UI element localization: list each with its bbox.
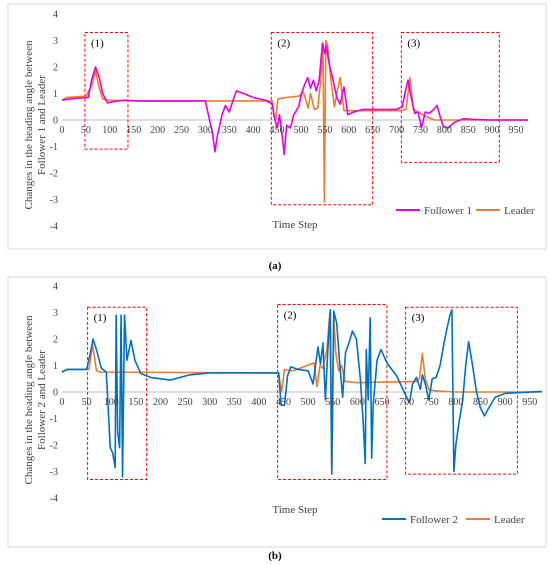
panel-b-xlabel: Time Step [272, 504, 318, 516]
panel-a-xlabel: Time Step [272, 219, 318, 231]
panel-a-region-label-2: (2) [277, 38, 290, 50]
panel-a-xtick-label: 700 [389, 125, 404, 136]
panel-b-ytick-label: 4 [53, 282, 58, 293]
panel-b-xtick-label: 500 [301, 397, 316, 408]
panel-b-frame [7, 276, 547, 548]
panel-a-xtick-label: 500 [293, 125, 308, 136]
panel-a-xtick-label: 350 [222, 125, 237, 136]
panel-a-region-box-3 [400, 32, 500, 163]
panel-a-ytick-label: -1 [50, 142, 58, 153]
panel-a-ytick-label: -2 [50, 169, 58, 180]
panel-b-ylabel-line2: Follower 2 and Leader [36, 350, 48, 450]
panel-a-legend: Follower 1 Leader [396, 205, 535, 217]
panel-b-ytick-label: 0 [53, 388, 58, 399]
panel-a-ytick-label: 4 [53, 10, 58, 21]
panel-a-xtick-label: 900 [485, 125, 500, 136]
panel-b-region-box-2 [277, 304, 388, 480]
panel-b-xtick-label: 0 [60, 397, 65, 408]
panel-b-region-label-1: (1) [94, 312, 107, 324]
panel-b-xtick-label: 400 [251, 397, 266, 408]
panel-b-xtick-label: 150 [128, 397, 143, 408]
panel-b-xtick-label: 250 [178, 397, 193, 408]
panel-b-xtick-label: 750 [424, 397, 439, 408]
panel-b-ytick-label: -4 [50, 494, 58, 505]
panel-b-ytick-label: -2 [50, 441, 58, 452]
panel-a-ytick-label: 3 [53, 36, 58, 47]
panel-a-xtick-label: 200 [150, 125, 165, 136]
panel-a-xtick-label: 250 [174, 125, 189, 136]
panel-a-ylabel-line1: Changes in the heading angle between [23, 40, 35, 209]
panel-a-xtick-label: 600 [341, 125, 356, 136]
panel-b-xtick-label: 100 [104, 397, 119, 408]
panel-a-caption: (a) [269, 260, 282, 272]
panel-a-region-label-1: (1) [91, 38, 104, 50]
panel-a-xtick-label: 450 [270, 125, 285, 136]
panel-a-xtick-label: 650 [365, 125, 380, 136]
panel-b-xtick-label: 300 [202, 397, 217, 408]
panel-b-xtick-label: 850 [473, 397, 488, 408]
panel-b-xtick-label: 550 [325, 397, 340, 408]
panel-b-region-box-3 [405, 306, 518, 475]
panel-b-series-follower-2 [61, 309, 543, 478]
panel-b-legend-follower2-label: Follower 2 [410, 514, 458, 526]
panel-b-xtick-label: 950 [522, 397, 537, 408]
panel-b-ytick-label: 2 [53, 335, 58, 346]
panel-b-region-box-1 [87, 306, 148, 480]
panel-a-xtick-label: 400 [246, 125, 261, 136]
panel-b-ytick-label: 1 [53, 361, 58, 372]
panel-a-xtick-label: 850 [461, 125, 476, 136]
panel-b-ytick-label: -1 [50, 414, 58, 425]
panel-a-ytick-label: 1 [53, 89, 58, 100]
panel-b-xtick-label: 900 [498, 397, 513, 408]
panel-b-ylabel-line1: Changes in the heading angle between [23, 315, 35, 484]
panel-b-region-label-3: (3) [412, 312, 425, 324]
panel-b-region-label-2: (2) [284, 310, 297, 322]
panel-a-region-box-2 [270, 32, 374, 206]
panel-a-region-box-1 [84, 32, 129, 150]
panel-a-legend-follower1-label: Follower 1 [424, 205, 472, 217]
panel-a-ytick-label: 2 [53, 63, 58, 74]
panel-b-xtick-label: 200 [153, 397, 168, 408]
panel-a-ytick-label: -4 [50, 222, 58, 233]
panel-a-ytick-label: 0 [53, 116, 58, 127]
panel-a-xtick-label: 550 [317, 125, 332, 136]
panel-a-series-follower-1 [61, 42, 528, 156]
panel-b-caption: (b) [268, 550, 282, 562]
panel-b-xtick-label: 450 [276, 397, 291, 408]
panel-b-xtick-label: 50 [82, 397, 92, 408]
panel-a-ytick-label: -3 [50, 195, 58, 206]
panel-b-legend: Follower 2 Leader [382, 514, 525, 526]
panel-a-xtick-label: 800 [437, 125, 452, 136]
panel-b-ytick-label: 3 [53, 308, 58, 319]
panel-b-legend-leader-label: Leader [494, 514, 525, 526]
panel-a-xtick-label: 100 [102, 125, 117, 136]
panel-a-region-label-3: (3) [407, 38, 420, 50]
panel-a-xtick-label: 0 [60, 125, 65, 136]
panel-a-frame [7, 3, 547, 250]
panel-a-xtick-label: 150 [126, 125, 141, 136]
panel-b-xtick-label: 700 [399, 397, 414, 408]
panel-a-xtick-label: 950 [509, 125, 524, 136]
panel-a-xtick-label: 50 [81, 125, 91, 136]
panel-a-ylabel-line2: Follower 1 and Leader [36, 75, 48, 175]
panel-b-xtick-label: 650 [375, 397, 390, 408]
panel-b-xtick-label: 350 [227, 397, 242, 408]
panel-a-legend-leader-label: Leader [504, 205, 535, 217]
panel-a-xtick-label: 750 [413, 125, 428, 136]
panel-b-xtick-label: 600 [350, 397, 365, 408]
panel-b-xtick-label: 800 [448, 397, 463, 408]
panel-a-xtick-label: 300 [198, 125, 213, 136]
panel-b-ytick-label: -3 [50, 467, 58, 478]
